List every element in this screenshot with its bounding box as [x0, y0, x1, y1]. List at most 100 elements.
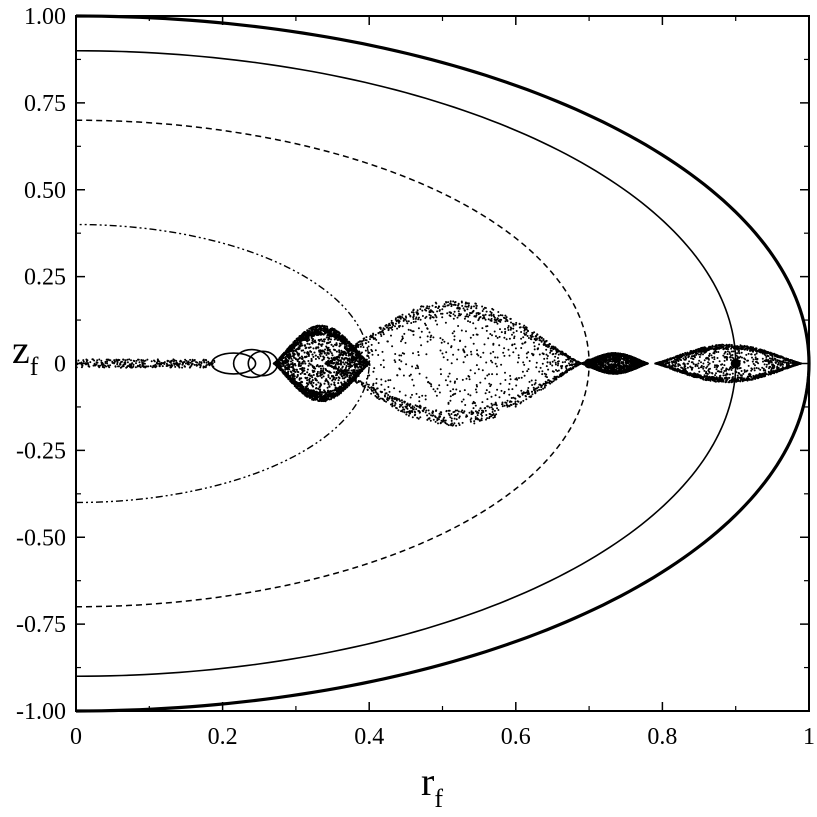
orbit-point — [380, 335, 383, 337]
orbit-point — [520, 401, 523, 404]
orbit-point — [561, 374, 564, 376]
orbit-point — [304, 376, 307, 379]
orbit-point — [368, 351, 371, 354]
orbit-point — [469, 418, 472, 421]
orbit-point — [496, 317, 499, 320]
orbit-point — [466, 302, 469, 305]
orbit-point — [374, 389, 376, 391]
orbit-point — [460, 410, 463, 413]
orbit-point — [512, 327, 515, 330]
orbit-point — [298, 345, 301, 349]
orbit-point — [439, 415, 442, 418]
orbit-point — [287, 364, 290, 368]
orbit-point — [303, 351, 306, 354]
orbit-point — [507, 326, 509, 329]
orbit-point — [573, 365, 576, 368]
orbit-point — [415, 408, 418, 411]
orbit-point — [488, 406, 491, 409]
orbit-point — [393, 387, 396, 390]
orbit-point — [322, 333, 325, 336]
orbit-point — [465, 305, 468, 308]
orbit-point — [496, 336, 499, 339]
orbit-point — [531, 390, 533, 393]
orbit-point — [443, 416, 446, 419]
orbit-point — [546, 357, 549, 360]
orbit-point — [337, 365, 340, 369]
orbit-point — [331, 365, 334, 368]
orbit-point — [364, 342, 367, 345]
orbit-point — [380, 378, 383, 381]
orbit-point — [374, 333, 377, 336]
orbit-point — [299, 383, 302, 386]
orbit-point — [321, 359, 324, 362]
orbit-point — [474, 372, 476, 375]
orbit-point — [460, 300, 463, 303]
orbit-point — [505, 316, 508, 319]
orbit-point — [566, 364, 569, 367]
orbit-point — [370, 389, 373, 392]
orbit-point — [303, 372, 306, 376]
orbit-point — [370, 392, 373, 395]
orbit-point — [465, 377, 468, 380]
orbit-point — [329, 338, 333, 341]
orbit-point — [535, 366, 538, 369]
orbit-point — [413, 406, 416, 409]
orbit-point — [323, 382, 326, 385]
orbit-point — [372, 370, 375, 373]
orbit-point — [421, 394, 424, 397]
orbit-point — [420, 344, 423, 347]
orbit-point — [291, 381, 294, 384]
orbit-point — [397, 409, 400, 412]
orbit-point — [430, 334, 433, 337]
orbit-point — [518, 377, 520, 379]
orbit-point — [333, 361, 336, 365]
orbit-point — [334, 374, 338, 377]
orbit-point — [456, 413, 459, 415]
orbit-point — [320, 373, 323, 376]
orbit-point — [498, 335, 501, 338]
orbit-point — [381, 329, 384, 332]
orbit-point — [318, 330, 322, 334]
orbit-point — [390, 319, 393, 322]
orbit-point — [411, 405, 414, 408]
orbit-point — [374, 349, 377, 352]
orbit-point — [293, 370, 296, 373]
orbit-point — [507, 325, 510, 327]
point-cloud-2 — [272, 324, 371, 403]
orbit-point — [484, 377, 487, 380]
orbit-point — [297, 364, 300, 367]
orbit-point — [398, 398, 400, 401]
orbit-point — [379, 363, 382, 366]
orbit-point — [495, 321, 498, 324]
orbit-point — [454, 380, 456, 383]
orbit-point — [444, 321, 447, 324]
orbit-point — [523, 374, 526, 377]
orbit-point — [335, 361, 338, 364]
orbit-point — [449, 300, 452, 303]
orbit-point — [452, 393, 455, 396]
orbit-point — [546, 355, 549, 357]
orbit-point — [348, 384, 351, 387]
orbit-point — [506, 404, 509, 407]
orbit-point — [523, 363, 526, 366]
orbit-point — [569, 364, 572, 366]
orbit-point — [531, 393, 534, 396]
orbit-point — [531, 384, 534, 386]
orbit-point — [313, 367, 316, 370]
orbit-point — [507, 348, 510, 351]
orbit-point — [432, 336, 435, 339]
orbit-point — [345, 343, 348, 346]
orbit-point — [398, 359, 401, 361]
orbit-point — [514, 402, 517, 405]
orbit-point — [487, 318, 490, 321]
orbit-point — [431, 410, 434, 413]
orbit-point — [329, 333, 332, 336]
orbit-point — [333, 338, 336, 341]
orbit-point — [387, 394, 390, 396]
orbit-point — [355, 354, 358, 357]
orbit-point — [328, 337, 331, 340]
orbit-point — [565, 358, 568, 361]
orbit-point — [312, 373, 315, 377]
orbit-point — [523, 324, 526, 327]
